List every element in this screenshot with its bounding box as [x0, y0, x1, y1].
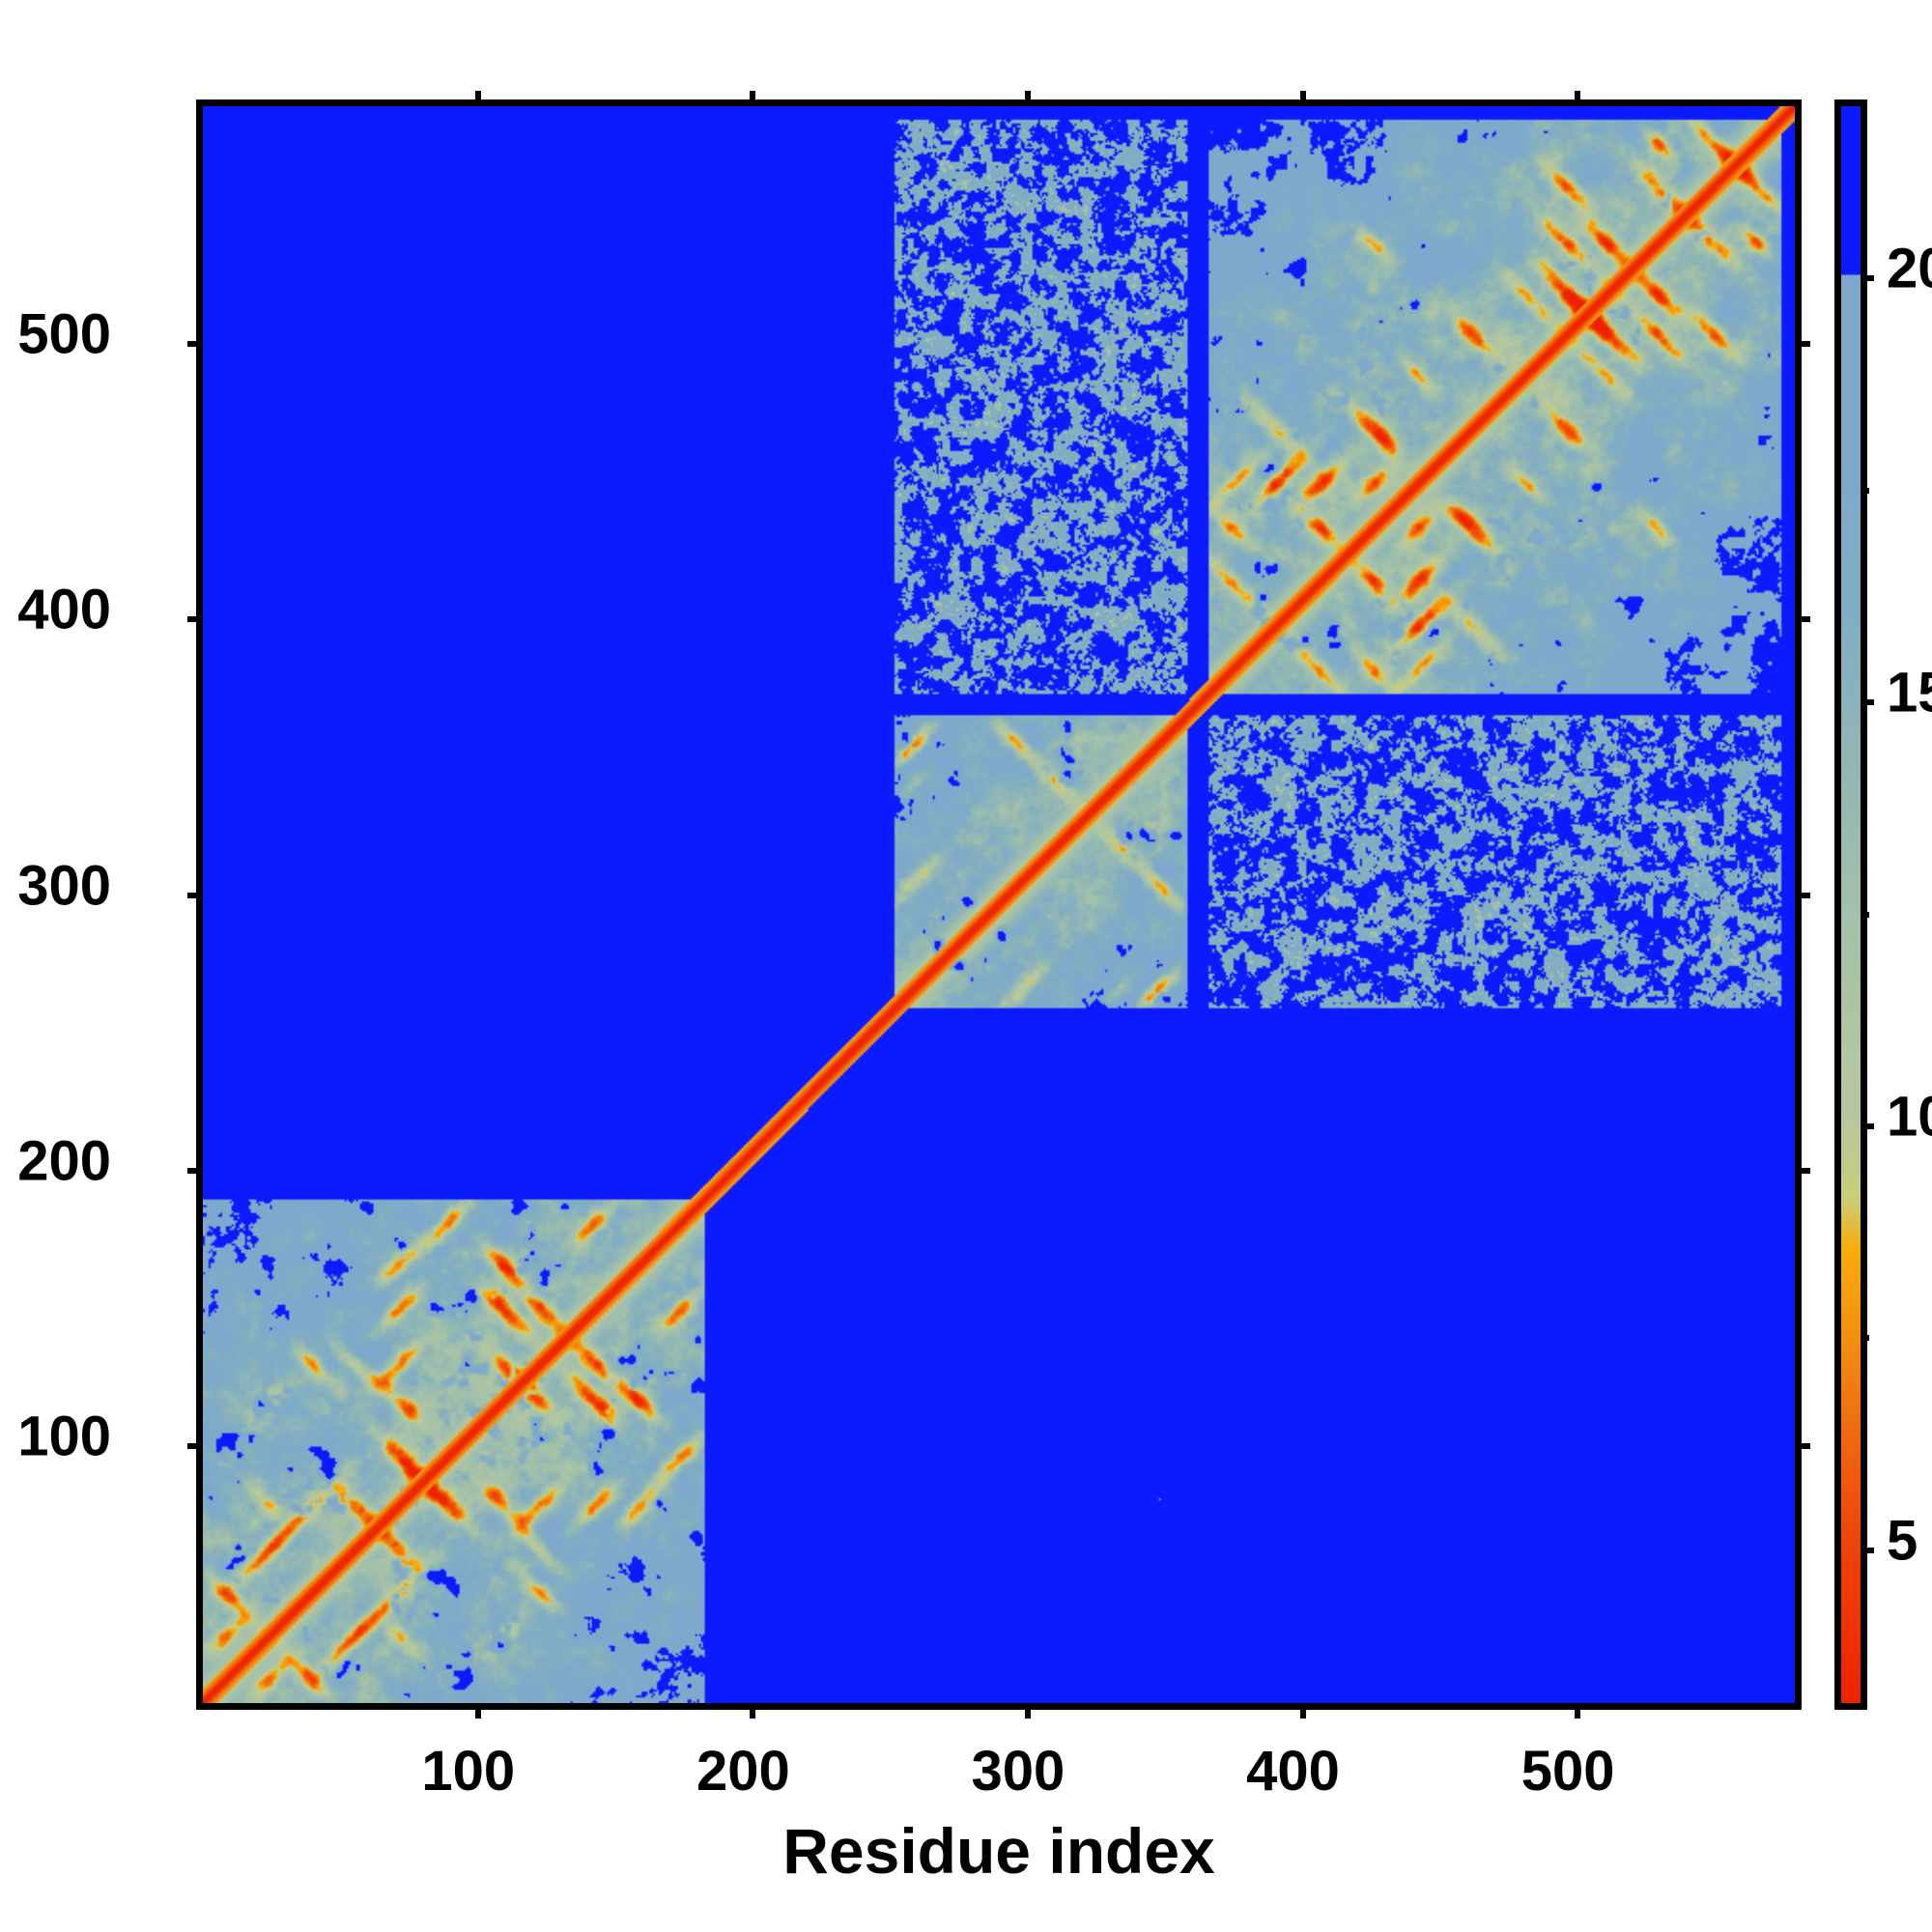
colorbar-label-5: 5	[1887, 1509, 1918, 1573]
colorbar-tick-10	[1861, 1122, 1874, 1129]
y-tick-label-200: 200	[17, 1129, 111, 1193]
colorbar-minor-tick	[1861, 487, 1869, 494]
y-tick-label-100: 100	[17, 1405, 111, 1468]
colorbar-tick-15	[1861, 699, 1874, 706]
colorbar-minor-tick	[1861, 1335, 1869, 1342]
x-tick-top-300	[1024, 91, 1031, 106]
x-tick-300	[1024, 1703, 1031, 1719]
x-tick-top-100	[474, 91, 481, 106]
x-tick-label-500: 500	[1520, 1740, 1615, 1803]
x-tick-label-300: 300	[971, 1740, 1065, 1803]
x-tick-top-500	[1575, 91, 1581, 106]
y-tick-label-300: 300	[17, 854, 111, 918]
x-tick-100	[474, 1703, 481, 1719]
y-tick-200	[187, 1167, 203, 1174]
y-tick-right-300	[1795, 892, 1810, 898]
colorbar-minor-tick	[1861, 911, 1869, 918]
colorbar-tick-20	[1861, 275, 1874, 282]
y-tick-right-400	[1795, 616, 1810, 623]
x-axis-title: Residue index	[782, 1815, 1215, 1887]
x-tick-label-400: 400	[1246, 1740, 1340, 1803]
y-tick-500	[187, 340, 203, 347]
colorbar-label-10: 10	[1887, 1085, 1932, 1149]
x-tick-label-200: 200	[696, 1740, 790, 1803]
y-tick-right-200	[1795, 1167, 1810, 1174]
x-tick-500	[1575, 1703, 1581, 1719]
x-tick-200	[750, 1703, 756, 1719]
y-tick-100	[187, 1443, 203, 1450]
colorbar-tick-5	[1861, 1547, 1874, 1553]
y-tick-right-500	[1795, 340, 1810, 347]
x-tick-400	[1299, 1703, 1306, 1719]
y-tick-300	[187, 892, 203, 898]
colorbar-gradient	[1841, 106, 1861, 1703]
x-tick-top-200	[750, 91, 756, 106]
contact-map-canvas	[203, 106, 1795, 1703]
colorbar	[1834, 99, 1874, 1710]
y-tick-400	[187, 616, 203, 623]
colorbar-label-15: 15	[1887, 661, 1932, 724]
y-tick-right-100	[1795, 1443, 1810, 1450]
x-tick-label-100: 100	[421, 1740, 516, 1803]
colorbar-label-20: 20	[1887, 237, 1932, 300]
y-tick-label-500: 500	[17, 302, 111, 366]
heatmap-plot-area	[187, 91, 1810, 1719]
x-tick-top-400	[1299, 91, 1306, 106]
y-tick-label-400: 400	[17, 578, 111, 641]
